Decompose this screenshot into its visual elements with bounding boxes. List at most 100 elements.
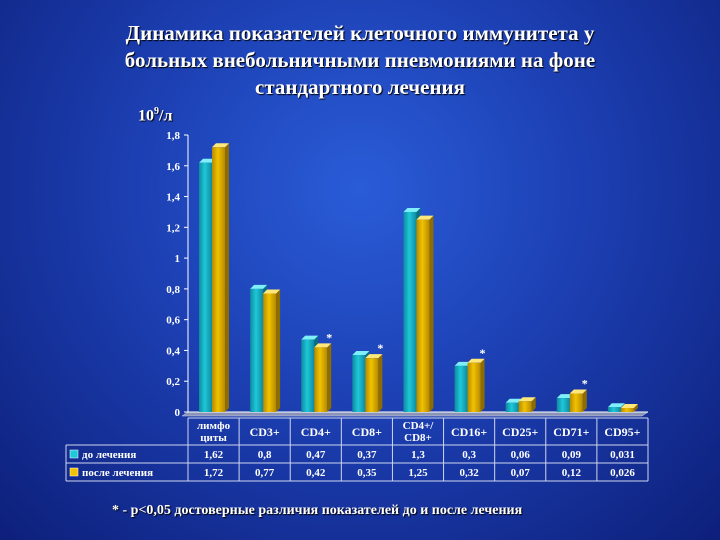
bar-after-top xyxy=(365,354,383,359)
legend-label: до лечения xyxy=(82,449,136,461)
table-value: 0,06 xyxy=(511,449,531,461)
bar-after-side xyxy=(378,354,383,412)
table-value: 0,3 xyxy=(462,449,476,461)
table-value: 1,72 xyxy=(204,467,224,479)
legend-swatch-before xyxy=(69,449,79,459)
bar-before xyxy=(454,365,468,412)
legend-swatch-after xyxy=(69,467,79,477)
bar-before-top xyxy=(301,335,319,340)
table-value: 1,3 xyxy=(411,449,425,461)
y-tick-label: 1,8 xyxy=(166,130,180,142)
legend-label: после лечения xyxy=(82,467,153,479)
y-tick-label: 1,4 xyxy=(166,192,180,204)
y-unit-tail: /л xyxy=(159,107,173,125)
bar-after-side xyxy=(327,343,332,412)
bar-after-side xyxy=(633,403,638,412)
table-value: 0,77 xyxy=(255,467,275,479)
table-value: 1,62 xyxy=(204,449,224,461)
y-tick-label: 0 xyxy=(175,407,181,419)
bar-before xyxy=(607,407,621,412)
significance-mark: * xyxy=(480,346,486,360)
table-value: 0,026 xyxy=(610,467,635,479)
bar-before-top xyxy=(352,351,370,356)
y-tick-label: 1,6 xyxy=(166,161,180,173)
bar-before-top xyxy=(250,284,268,289)
chart-floor xyxy=(181,411,649,417)
bar-before-top xyxy=(454,361,472,366)
table-value: 0,12 xyxy=(562,467,582,479)
category-label: CD25+ xyxy=(502,425,538,439)
bar-after-top xyxy=(467,358,485,363)
table-value: 0,32 xyxy=(459,467,479,479)
bar-before-top xyxy=(199,158,216,163)
title-line-3: стандартного лечения xyxy=(255,75,465,99)
bar-before xyxy=(199,162,212,412)
bar-before xyxy=(352,355,366,412)
y-tick-label: 0,4 xyxy=(166,345,180,357)
bar-before-top xyxy=(607,403,625,408)
table-value: 0,37 xyxy=(357,449,377,461)
bar-after xyxy=(212,147,225,413)
bar-before xyxy=(403,211,417,412)
bar-after xyxy=(314,347,328,412)
bar-after-side xyxy=(531,397,536,412)
bar-after-side xyxy=(276,289,281,412)
category-label: циты xyxy=(200,432,227,444)
bar-after-side xyxy=(225,143,229,413)
bar-after xyxy=(365,358,379,412)
chart-title: Динамика показателей клеточного иммуните… xyxy=(70,20,650,101)
y-tick-label: 1,2 xyxy=(166,222,180,234)
bar-after-top xyxy=(314,343,332,348)
table-value: 1,25 xyxy=(408,467,428,479)
bar-after-top xyxy=(518,397,536,402)
bar-after xyxy=(620,407,634,412)
bar-after-top xyxy=(212,143,229,148)
bar-after-side xyxy=(480,358,485,412)
significance-mark: * xyxy=(326,330,332,344)
category-label: лимфо xyxy=(197,420,231,432)
y-tick-label: 1 xyxy=(175,253,181,265)
y-tick-label: 0,6 xyxy=(166,315,180,327)
table-value: 0,09 xyxy=(562,449,582,461)
table-value: 0,031 xyxy=(610,449,635,461)
category-label: CD8+ xyxy=(404,432,432,444)
y-unit-base: 10 xyxy=(138,107,154,125)
y-unit-exponent: 9 xyxy=(154,106,159,117)
significance-mark: * xyxy=(377,341,383,355)
table-value: 0,07 xyxy=(511,467,531,479)
table-value: 0,47 xyxy=(306,449,326,461)
bar-after-top xyxy=(263,289,281,294)
bar-after-top xyxy=(416,215,434,220)
bar-after-side xyxy=(582,389,587,412)
title-line-1: Динамика показателей клеточного иммуните… xyxy=(125,21,595,45)
y-tick-label: 0,8 xyxy=(166,284,180,296)
significance-mark: * xyxy=(582,377,588,391)
bar-after xyxy=(263,293,277,412)
bar-before xyxy=(250,288,264,412)
bar-after-top xyxy=(620,403,638,408)
y-tick-label: 0,2 xyxy=(166,376,180,388)
bar-after xyxy=(518,401,532,412)
bar-before-top xyxy=(556,394,574,399)
bar-before xyxy=(301,339,315,412)
bar-after xyxy=(467,362,481,412)
category-label: CD71+ xyxy=(553,425,589,439)
bar-after-side xyxy=(429,215,434,412)
bar-after xyxy=(569,393,583,412)
category-label: CD4+ xyxy=(301,425,331,439)
bar-after xyxy=(416,219,430,412)
y-axis-unit: 109/л xyxy=(138,106,172,125)
category-label: CD3+ xyxy=(250,425,280,439)
bar-before xyxy=(505,402,519,412)
bar-before-top xyxy=(403,207,421,212)
table-value: 0,8 xyxy=(258,449,272,461)
bar-after-top xyxy=(569,389,587,394)
table-value: 0,35 xyxy=(357,467,377,479)
table-value: 0,42 xyxy=(306,467,326,479)
category-label: CD95+ xyxy=(604,425,640,439)
category-label: CD8+ xyxy=(352,425,382,439)
bar-before xyxy=(556,398,570,412)
category-label: CD16+ xyxy=(451,425,487,439)
footnote: * - p<0,05 достоверные различия показате… xyxy=(112,503,523,518)
